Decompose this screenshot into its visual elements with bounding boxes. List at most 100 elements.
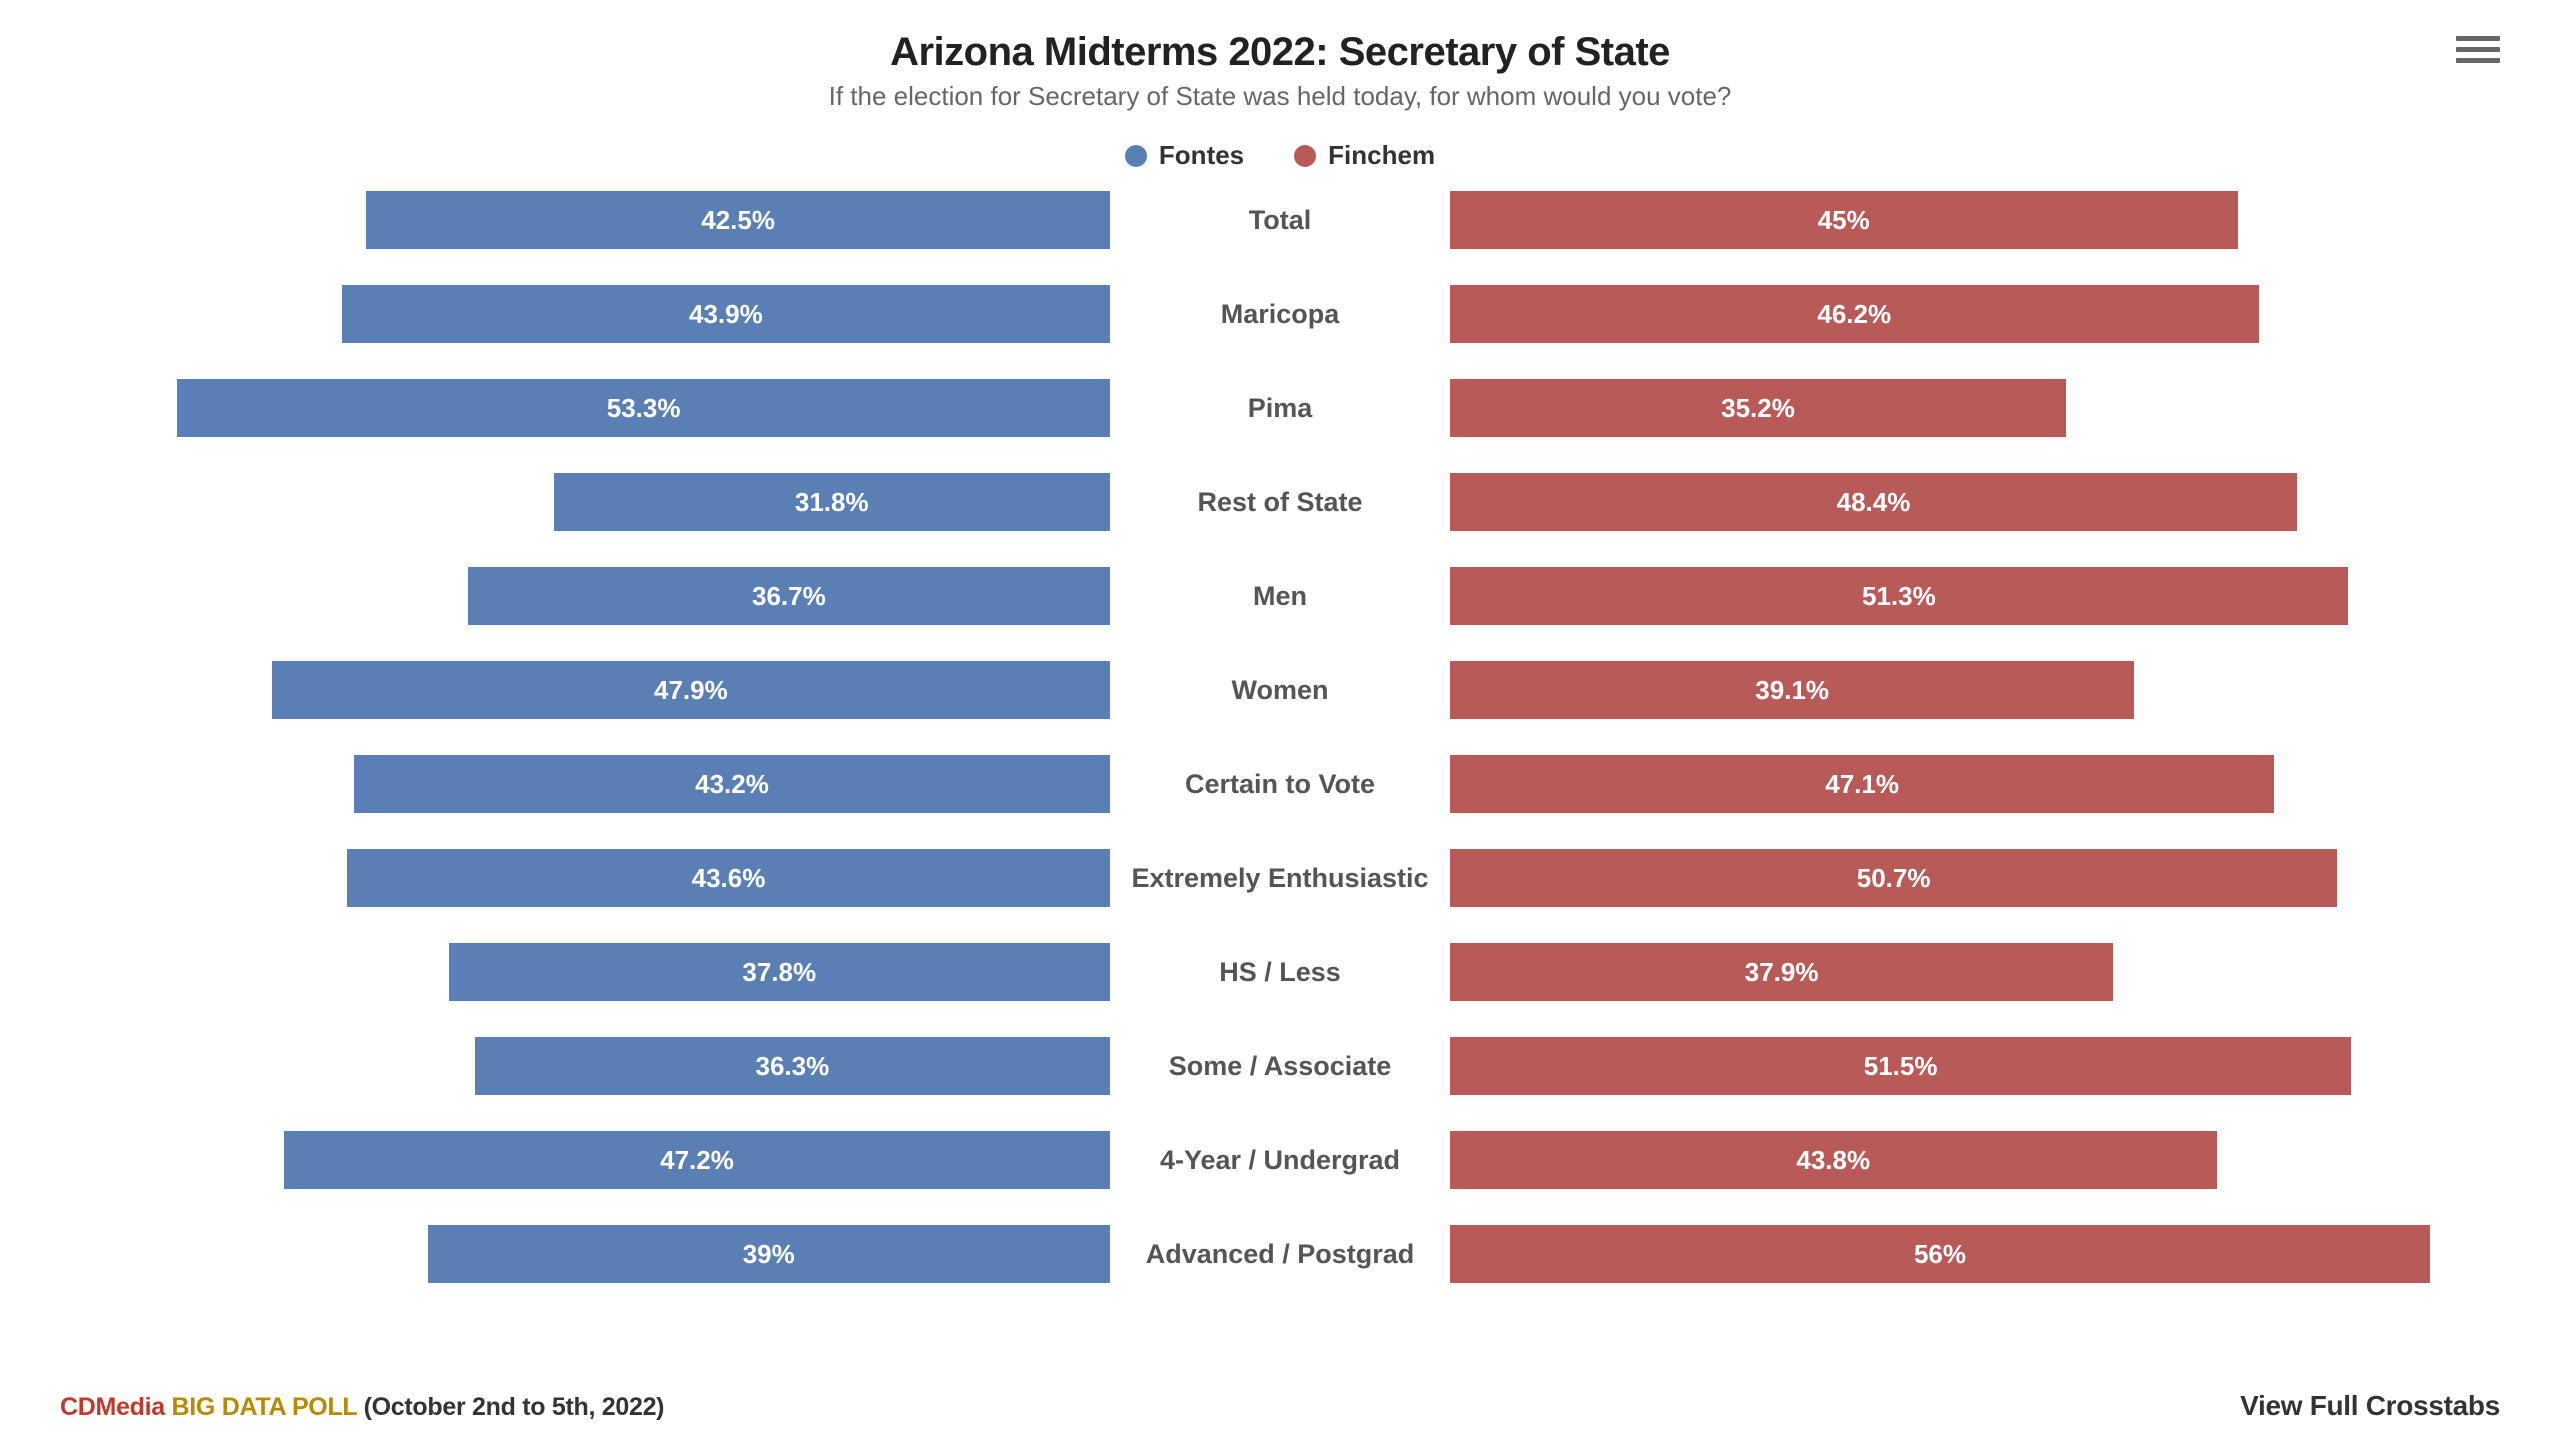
left-bar: 47.2% xyxy=(284,1131,1110,1189)
left-side: 31.8% xyxy=(60,473,1110,531)
category-label: Advanced / Postgrad xyxy=(1110,1239,1450,1270)
left-value-label: 42.5% xyxy=(701,205,775,236)
chart-row: 36.7%Men51.3% xyxy=(60,567,2500,625)
left-bar: 43.2% xyxy=(354,755,1110,813)
right-bar: 47.1% xyxy=(1450,755,2274,813)
left-side: 39% xyxy=(60,1225,1110,1283)
left-side: 37.8% xyxy=(60,943,1110,1001)
category-label: Extremely Enthusiastic xyxy=(1110,863,1450,894)
legend-item[interactable]: Fontes xyxy=(1125,140,1244,171)
left-bar: 36.3% xyxy=(475,1037,1110,1095)
right-value-label: 47.1% xyxy=(1825,769,1899,800)
right-bar: 51.3% xyxy=(1450,567,2348,625)
footer-bigdatapoll: BIG DATA POLL xyxy=(165,1393,364,1421)
legend-swatch-icon xyxy=(1125,145,1147,167)
chart-rows: 42.5% Total 45% 43.9% Maricopa 46.2% 53.3% Pima… xyxy=(60,191,2500,1283)
view-crosstabs-link[interactable]: View Full Crosstabs xyxy=(2240,1390,2500,1422)
left-side: 43.6% xyxy=(60,849,1110,907)
left-side: 47.9% xyxy=(60,661,1110,719)
footer-cdmedia: CDMedia xyxy=(60,1393,165,1421)
right-bar: 46.2% xyxy=(1450,285,2259,343)
chart-row: 37.8% HS / Less 37.9% xyxy=(60,943,2500,1001)
chart-row: 43.9% Maricopa 46.2% xyxy=(60,285,2500,343)
right-side: 51.5% xyxy=(1450,1037,2500,1095)
left-value-label: 36.3% xyxy=(756,1051,830,1082)
right-bar: 48.4% xyxy=(1450,473,2297,531)
right-side: 45% xyxy=(1450,191,2500,249)
category-label: HS / Less xyxy=(1110,957,1450,988)
left-value-label: 43.9% xyxy=(689,299,763,330)
right-side: 56% xyxy=(1450,1225,2500,1283)
right-bar: 45% xyxy=(1450,191,2238,249)
left-side: 43.2% xyxy=(60,755,1110,813)
footer-date: (October 2nd to 5th, 2022) xyxy=(364,1393,665,1421)
chart-row: 43.6% Extremely Enthusiastic50.7% xyxy=(60,849,2500,907)
right-side: 35.2% xyxy=(1450,379,2500,437)
right-bar: 43.8% xyxy=(1450,1131,2217,1189)
left-value-label: 31.8% xyxy=(795,487,869,518)
legend-label: Finchem xyxy=(1328,140,1435,171)
right-value-label: 46.2% xyxy=(1817,299,1891,330)
right-side: 47.1% xyxy=(1450,755,2500,813)
left-bar: 31.8% xyxy=(554,473,1111,531)
right-value-label: 39.1% xyxy=(1755,675,1829,706)
category-label: Maricopa xyxy=(1110,299,1450,330)
left-bar: 39% xyxy=(428,1225,1111,1283)
category-label: 4-Year / Undergrad xyxy=(1110,1145,1450,1176)
right-bar: 39.1% xyxy=(1450,661,2134,719)
left-bar: 42.5% xyxy=(366,191,1110,249)
right-value-label: 43.8% xyxy=(1796,1145,1870,1176)
chart-row: 47.2% 4-Year / Undergrad 43.8% xyxy=(60,1131,2500,1189)
right-value-label: 48.4% xyxy=(1837,487,1911,518)
chart-subtitle: If the election for Secretary of State w… xyxy=(60,81,2500,112)
right-value-label: 51.3% xyxy=(1862,581,1936,612)
legend-label: Fontes xyxy=(1159,140,1244,171)
chart-row: 39%Advanced / Postgrad 56% xyxy=(60,1225,2500,1283)
right-side: 46.2% xyxy=(1450,285,2500,343)
category-label: Certain to Vote xyxy=(1110,769,1450,800)
left-bar: 43.6% xyxy=(347,849,1110,907)
left-bar: 53.3% xyxy=(177,379,1110,437)
chart-footer: CDMedia BIG DATA POLL (October 2nd to 5t… xyxy=(60,1393,664,1422)
category-label: Pima xyxy=(1110,393,1450,424)
right-bar: 35.2% xyxy=(1450,379,2066,437)
right-value-label: 56% xyxy=(1914,1239,1966,1270)
legend-swatch-icon xyxy=(1294,145,1316,167)
chart-row: 42.5% Total 45% xyxy=(60,191,2500,249)
left-value-label: 53.3% xyxy=(607,393,681,424)
legend-item[interactable]: Finchem xyxy=(1294,140,1435,171)
left-value-label: 43.6% xyxy=(692,863,766,894)
category-label: Total xyxy=(1110,205,1450,236)
right-value-label: 37.9% xyxy=(1745,957,1819,988)
right-bar: 50.7% xyxy=(1450,849,2337,907)
left-value-label: 37.8% xyxy=(742,957,816,988)
left-side: 53.3% xyxy=(60,379,1110,437)
chart-legend: Fontes Finchem xyxy=(60,140,2500,171)
right-value-label: 51.5% xyxy=(1864,1051,1938,1082)
chart-container: Arizona Midterms 2022: Secretary of Stat… xyxy=(0,0,2560,1440)
right-side: 50.7% xyxy=(1450,849,2500,907)
left-side: 42.5% xyxy=(60,191,1110,249)
left-bar: 36.7% xyxy=(468,567,1110,625)
right-side: 43.8% xyxy=(1450,1131,2500,1189)
left-side: 36.3% xyxy=(60,1037,1110,1095)
right-side: 39.1% xyxy=(1450,661,2500,719)
left-value-label: 43.2% xyxy=(695,769,769,800)
left-value-label: 47.2% xyxy=(660,1145,734,1176)
left-bar: 43.9% xyxy=(342,285,1110,343)
chart-row: 43.2% Certain to Vote 47.1% xyxy=(60,755,2500,813)
right-bar: 37.9% xyxy=(1450,943,2113,1001)
left-value-label: 47.9% xyxy=(654,675,728,706)
right-bar: 51.5% xyxy=(1450,1037,2351,1095)
right-side: 37.9% xyxy=(1450,943,2500,1001)
left-bar: 37.8% xyxy=(449,943,1111,1001)
left-side: 36.7% xyxy=(60,567,1110,625)
right-bar: 56% xyxy=(1450,1225,2430,1283)
category-label: Women xyxy=(1110,675,1450,706)
left-side: 43.9% xyxy=(60,285,1110,343)
right-side: 48.4% xyxy=(1450,473,2500,531)
right-value-label: 45% xyxy=(1818,205,1870,236)
hamburger-menu-icon[interactable] xyxy=(2456,30,2500,69)
chart-row: 47.9% Women 39.1% xyxy=(60,661,2500,719)
chart-row: 53.3% Pima35.2% xyxy=(60,379,2500,437)
